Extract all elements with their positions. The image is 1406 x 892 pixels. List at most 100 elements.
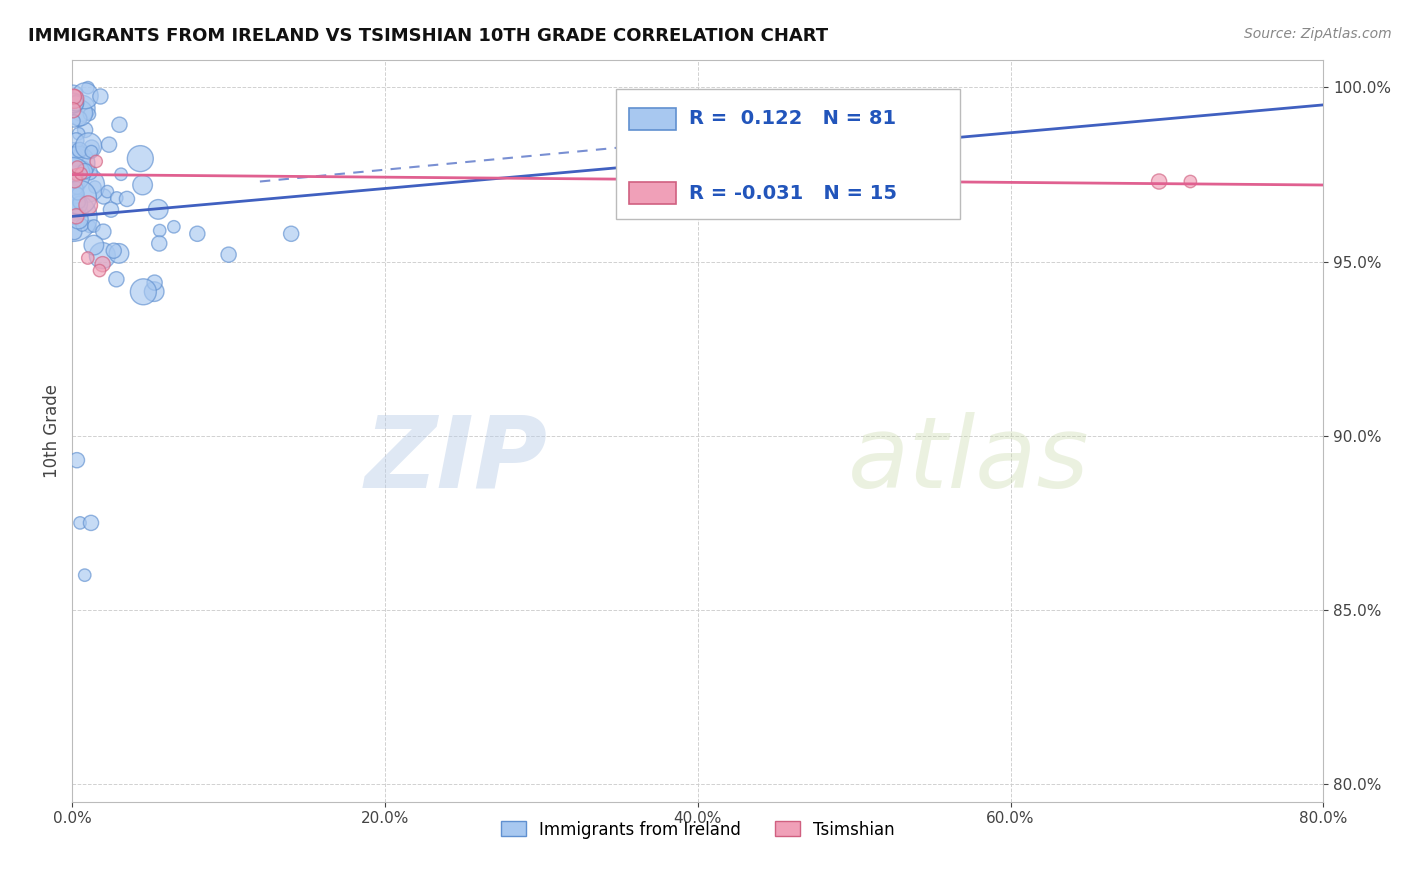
Point	[132, 285, 155, 299]
Point	[69, 516, 91, 530]
Point	[103, 244, 125, 258]
Point	[66, 94, 89, 108]
Point	[143, 276, 166, 290]
Point	[163, 219, 186, 234]
Point	[63, 89, 86, 103]
Point	[66, 168, 89, 182]
Point	[131, 178, 153, 192]
Text: atlas: atlas	[848, 412, 1090, 508]
Point	[75, 123, 97, 137]
Point	[67, 147, 90, 161]
Point	[91, 248, 114, 262]
Point	[89, 89, 111, 103]
Point	[67, 190, 90, 204]
Point	[69, 106, 91, 120]
Point	[63, 114, 86, 128]
Point	[70, 205, 93, 219]
Point	[83, 238, 105, 252]
Point	[65, 133, 87, 147]
Point	[79, 107, 101, 121]
Point	[70, 218, 93, 232]
Point	[67, 127, 90, 141]
Point	[63, 152, 86, 166]
Point	[62, 168, 84, 182]
Legend: Immigrants from Ireland, Tsimshian: Immigrants from Ireland, Tsimshian	[495, 814, 901, 846]
Point	[66, 160, 89, 174]
Y-axis label: 10th Grade: 10th Grade	[44, 384, 60, 477]
Text: R =  0.122   N = 81: R = 0.122 N = 81	[689, 110, 896, 128]
Point	[93, 225, 115, 239]
Point	[67, 212, 90, 227]
Point	[65, 186, 87, 201]
Point	[77, 198, 100, 212]
Point	[280, 227, 302, 241]
Point	[65, 96, 87, 111]
Point	[70, 101, 93, 115]
Bar	[628, 182, 676, 204]
Point	[186, 227, 208, 241]
Point	[75, 88, 97, 103]
Point	[69, 194, 91, 209]
Point	[66, 197, 89, 211]
Point	[65, 100, 87, 114]
Point	[62, 211, 84, 225]
Text: R = -0.031   N = 15: R = -0.031 N = 15	[689, 184, 897, 202]
Text: Source: ZipAtlas.com: Source: ZipAtlas.com	[1244, 27, 1392, 41]
Point	[62, 87, 84, 102]
Point	[98, 137, 121, 152]
Point	[63, 92, 86, 106]
Point	[108, 118, 131, 132]
Bar	[628, 108, 676, 130]
Point	[79, 165, 101, 179]
Point	[1180, 174, 1202, 188]
Point	[66, 178, 89, 193]
Point	[66, 181, 89, 195]
Point	[67, 112, 90, 126]
Point	[1147, 174, 1170, 188]
Point	[91, 257, 114, 271]
Point	[72, 161, 94, 175]
Point	[76, 251, 98, 265]
Point	[149, 224, 172, 238]
Point	[93, 189, 115, 203]
Point	[73, 164, 96, 178]
Point	[62, 150, 84, 164]
Point	[80, 140, 103, 154]
Point	[66, 186, 89, 201]
Point	[80, 145, 103, 159]
Point	[77, 139, 100, 153]
Point	[96, 185, 118, 199]
Text: ZIP: ZIP	[364, 412, 547, 508]
Point	[129, 152, 152, 166]
Point	[105, 191, 128, 205]
Point	[148, 202, 170, 217]
Point	[108, 246, 131, 260]
Point	[63, 186, 86, 200]
Point	[79, 219, 101, 234]
Point	[69, 143, 91, 157]
Point	[218, 248, 240, 262]
Point	[63, 173, 86, 187]
FancyBboxPatch shape	[616, 89, 960, 219]
Point	[80, 516, 103, 530]
Point	[70, 167, 93, 181]
Point	[63, 207, 86, 221]
Point	[62, 96, 84, 111]
Point	[62, 153, 84, 167]
Point	[62, 95, 84, 109]
Point	[66, 453, 89, 467]
Point	[83, 180, 105, 194]
Point	[110, 167, 132, 181]
Point	[62, 103, 84, 118]
Point	[84, 154, 107, 169]
Point	[67, 195, 90, 210]
Point	[105, 272, 128, 286]
Point	[66, 156, 89, 170]
Point	[115, 192, 138, 206]
Point	[77, 80, 100, 95]
Point	[100, 202, 122, 217]
Point	[65, 189, 87, 203]
Point	[73, 568, 96, 582]
Point	[83, 219, 105, 233]
Point	[65, 188, 87, 202]
